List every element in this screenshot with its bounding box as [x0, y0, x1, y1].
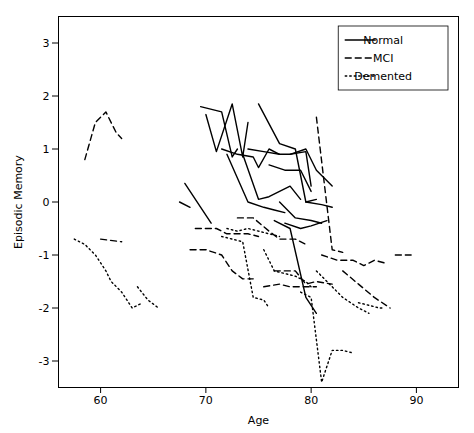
- svg-text:70: 70: [199, 394, 213, 407]
- svg-text:-2: -2: [39, 302, 50, 315]
- svg-text:90: 90: [409, 394, 423, 407]
- svg-text:60: 60: [94, 394, 108, 407]
- svg-text:Episodic Memory: Episodic Memory: [12, 155, 25, 249]
- svg-text:3: 3: [43, 37, 50, 50]
- svg-text:-3: -3: [39, 355, 50, 368]
- svg-text:MCI: MCI: [373, 52, 393, 65]
- svg-text:Normal: Normal: [363, 33, 404, 47]
- svg-text:1: 1: [43, 143, 50, 156]
- svg-text:0: 0: [43, 196, 50, 209]
- svg-text:2: 2: [43, 90, 50, 103]
- svg-text:Demented: Demented: [354, 69, 413, 83]
- svg-text:80: 80: [304, 394, 318, 407]
- svg-text:-1: -1: [39, 249, 50, 262]
- svg-text:Age: Age: [248, 414, 270, 427]
